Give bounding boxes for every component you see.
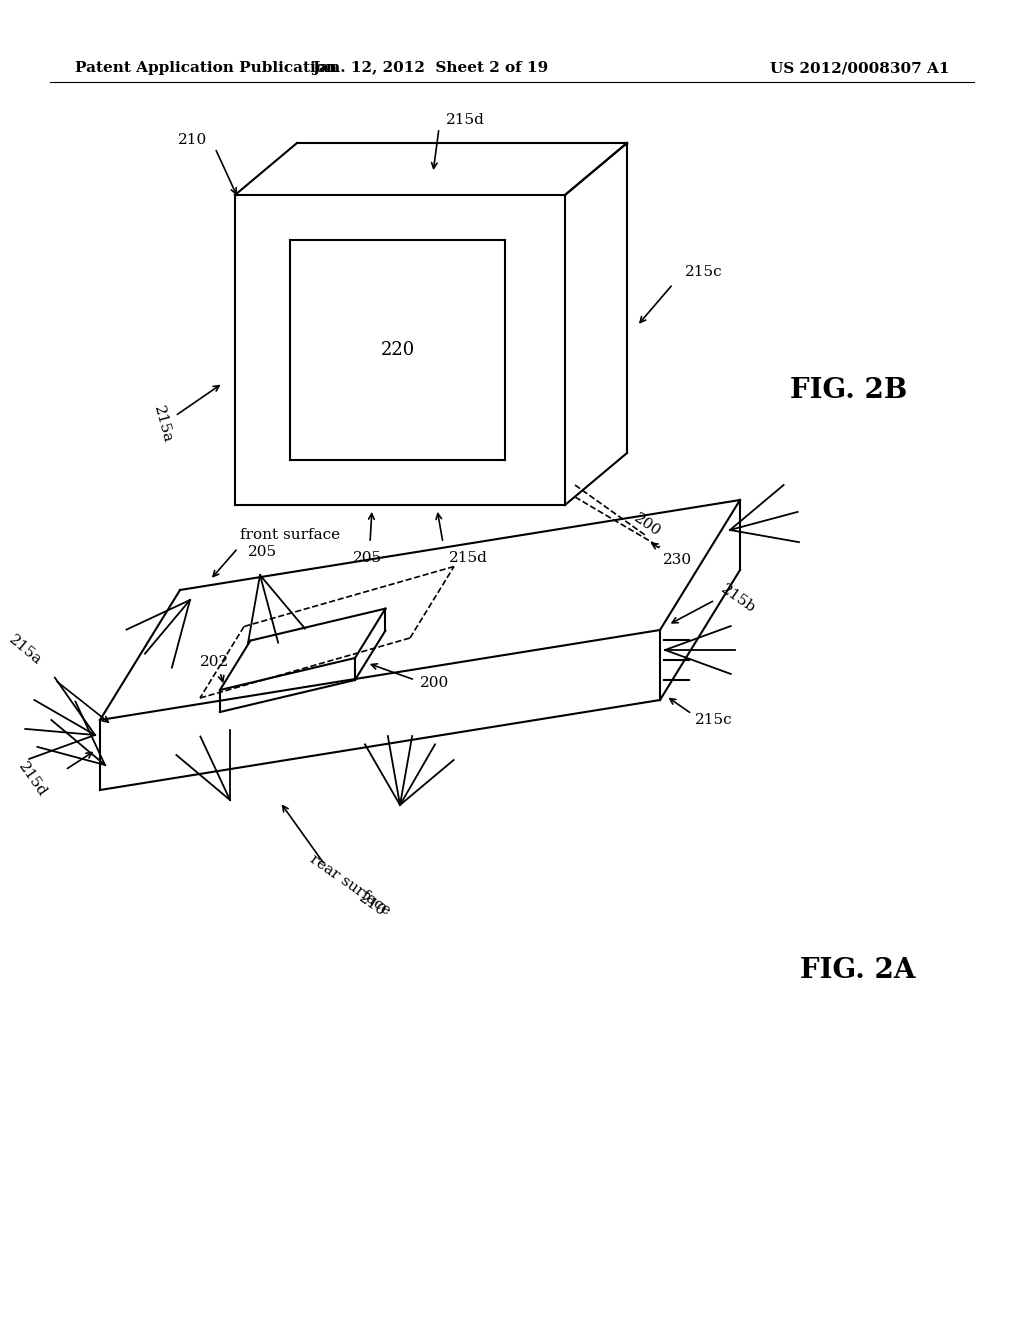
Text: 205: 205: [353, 550, 383, 565]
Text: 200: 200: [631, 511, 663, 540]
Text: 215d: 215d: [449, 550, 487, 565]
Text: 210: 210: [178, 133, 207, 147]
Text: 215d: 215d: [15, 760, 49, 800]
Text: 215a: 215a: [151, 405, 174, 445]
Text: Patent Application Publication: Patent Application Publication: [75, 61, 337, 75]
Text: 215a: 215a: [6, 632, 44, 668]
Text: 230: 230: [663, 553, 692, 568]
Text: 215c: 215c: [685, 265, 723, 279]
Text: 202: 202: [201, 655, 229, 669]
Text: 215d: 215d: [446, 114, 485, 127]
Text: 220: 220: [380, 341, 415, 359]
Text: Jan. 12, 2012  Sheet 2 of 19: Jan. 12, 2012 Sheet 2 of 19: [312, 61, 548, 75]
Text: 205: 205: [248, 545, 278, 558]
Text: US 2012/0008307 A1: US 2012/0008307 A1: [770, 61, 950, 75]
Text: 200: 200: [420, 676, 450, 690]
Text: 210: 210: [356, 891, 388, 919]
Text: front surface: front surface: [240, 528, 340, 543]
Text: 215c: 215c: [695, 713, 732, 727]
Text: FIG. 2A: FIG. 2A: [800, 957, 915, 983]
Text: FIG. 2B: FIG. 2B: [790, 376, 907, 404]
Text: rear surface: rear surface: [307, 853, 393, 917]
Text: 215b: 215b: [718, 582, 758, 616]
